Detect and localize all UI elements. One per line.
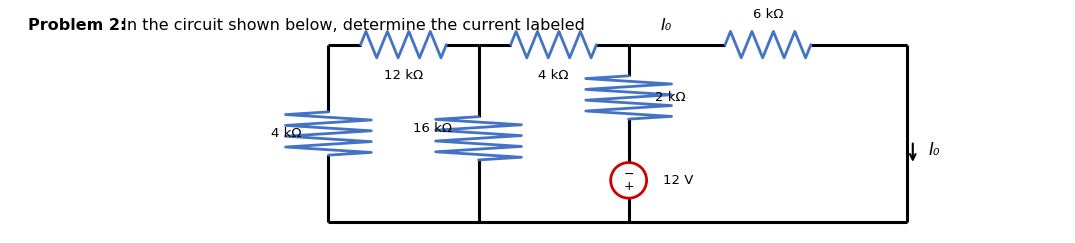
Text: Problem 2:: Problem 2: xyxy=(28,18,127,33)
Text: 4 kΩ: 4 kΩ xyxy=(271,127,302,140)
Text: 12 V: 12 V xyxy=(662,174,693,187)
Text: +: + xyxy=(624,180,634,193)
Text: 4 kΩ: 4 kΩ xyxy=(539,69,569,82)
Text: 16 kΩ: 16 kΩ xyxy=(413,122,452,135)
Text: I₀: I₀ xyxy=(661,18,672,33)
Text: 2 kΩ: 2 kΩ xyxy=(656,91,686,104)
Text: I₀: I₀ xyxy=(929,141,941,159)
Text: 6 kΩ: 6 kΩ xyxy=(752,8,784,21)
Text: 12 kΩ: 12 kΩ xyxy=(384,69,424,82)
Text: In the circuit shown below, determine the current labeled: In the circuit shown below, determine th… xyxy=(117,18,590,33)
Text: −: − xyxy=(624,168,634,181)
